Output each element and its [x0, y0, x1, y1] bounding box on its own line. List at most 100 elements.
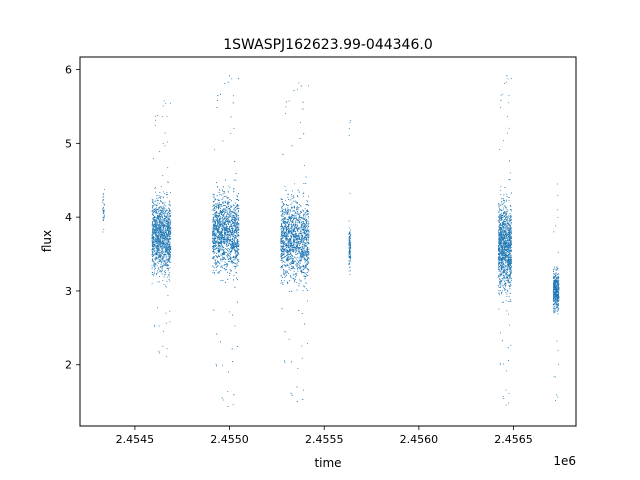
data-point [154, 237, 156, 239]
data-point [156, 221, 158, 223]
data-point [157, 114, 159, 116]
data-point [232, 218, 234, 220]
data-point [307, 221, 309, 223]
data-point [169, 232, 171, 234]
data-point [215, 206, 217, 208]
data-point [224, 223, 226, 225]
data-point [215, 211, 217, 213]
data-point [157, 247, 159, 249]
data-point [151, 237, 153, 239]
data-point [215, 228, 217, 230]
data-point [233, 220, 235, 222]
data-point [236, 234, 238, 236]
data-point [227, 390, 229, 392]
data-point [152, 259, 154, 261]
data-point [230, 246, 232, 248]
data-point [222, 246, 224, 248]
data-point [155, 229, 157, 231]
data-point [158, 219, 160, 221]
data-point [164, 242, 166, 244]
data-point [168, 236, 170, 238]
data-point [226, 218, 228, 220]
data-point [285, 270, 287, 272]
data-point [222, 238, 224, 240]
data-point [235, 266, 237, 268]
data-point [234, 325, 236, 327]
data-point [158, 258, 160, 260]
data-point [213, 226, 215, 228]
data-point [220, 230, 222, 232]
data-point [238, 193, 240, 195]
data-point [234, 160, 236, 162]
data-point [223, 212, 225, 214]
data-point [162, 105, 164, 107]
data-point [166, 355, 168, 357]
data-point [153, 210, 155, 212]
data-point [212, 205, 214, 207]
data-point [231, 249, 233, 251]
data-point [158, 250, 160, 252]
data-point [218, 256, 220, 258]
data-point [233, 246, 235, 248]
data-point [159, 260, 161, 262]
data-point [167, 245, 169, 247]
data-point [284, 361, 286, 363]
data-point [152, 236, 154, 238]
data-point [307, 258, 309, 260]
data-point [152, 227, 154, 229]
data-point [102, 209, 104, 211]
data-point [288, 250, 290, 252]
data-point [162, 244, 164, 246]
data-point [235, 277, 237, 279]
data-point [157, 256, 159, 258]
data-point [225, 241, 227, 243]
data-point [217, 235, 219, 237]
data-point [214, 251, 216, 253]
data-point [166, 230, 168, 232]
data-point [214, 214, 216, 216]
data-point [236, 264, 238, 266]
data-point [161, 218, 163, 220]
data-point [158, 350, 160, 352]
data-point [298, 82, 300, 84]
data-point [224, 209, 226, 211]
data-point [236, 246, 238, 248]
data-point [221, 239, 223, 241]
data-point [157, 261, 159, 263]
data-point [169, 276, 171, 278]
data-point [170, 221, 172, 223]
data-point [219, 205, 221, 207]
data-point [167, 227, 169, 229]
data-point [170, 205, 172, 207]
data-point [216, 220, 218, 222]
data-point [166, 239, 168, 241]
data-point [214, 203, 216, 205]
data-point [161, 211, 163, 213]
data-point [293, 249, 295, 251]
data-point [224, 219, 226, 221]
data-point [236, 195, 238, 197]
data-point [153, 217, 155, 219]
data-point [156, 245, 158, 247]
data-point [236, 219, 238, 221]
data-point [161, 233, 163, 235]
data-point [218, 192, 220, 194]
data-point [164, 285, 166, 287]
data-point [151, 265, 153, 267]
data-point [225, 179, 227, 181]
data-point [162, 256, 164, 258]
data-point [157, 230, 159, 232]
data-point [304, 239, 306, 241]
data-point [238, 253, 240, 255]
data-point [288, 268, 290, 270]
data-point [151, 205, 153, 207]
data-point [156, 220, 158, 222]
data-point [154, 209, 156, 211]
data-point [214, 221, 216, 223]
data-point [162, 202, 164, 204]
data-point [220, 280, 222, 282]
data-point [284, 113, 286, 115]
data-point [238, 224, 240, 226]
data-point [305, 217, 307, 219]
data-point [154, 271, 155, 273]
